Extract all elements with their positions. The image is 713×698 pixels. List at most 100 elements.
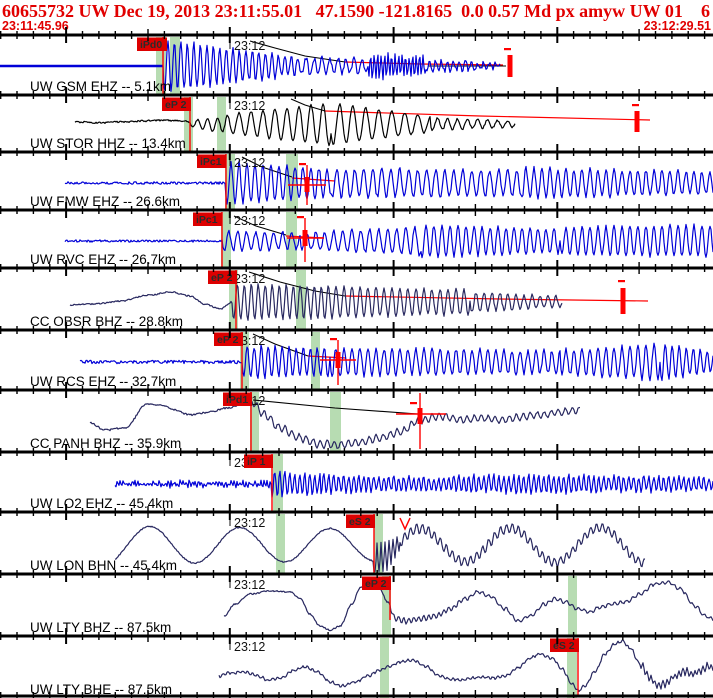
pick-window-band bbox=[170, 37, 180, 95]
coda-end-bar[interactable] bbox=[620, 288, 626, 314]
window-end-time: 23:12:29.51 bbox=[643, 19, 711, 33]
station-label: CC OBSR BHZ -- 28.8km bbox=[30, 314, 183, 329]
pick-window-band bbox=[330, 392, 341, 452]
minute-label: 23:12 bbox=[234, 578, 265, 592]
s-marker-bar[interactable] bbox=[417, 408, 423, 424]
pick-flag[interactable] bbox=[214, 332, 243, 347]
coda-end-bar[interactable] bbox=[634, 111, 640, 132]
pick-window-band bbox=[276, 514, 285, 574]
pick-window-band bbox=[217, 97, 226, 152]
s-marker-bar[interactable] bbox=[335, 352, 341, 368]
pick-flag-label: iPd1 bbox=[226, 394, 248, 406]
coda-envelope-black bbox=[290, 98, 326, 112]
pick-window-band bbox=[225, 154, 235, 210]
trace-panel-gsm-ehz[interactable]: 23:12 iPd0 UW GSM EHZ -- 5.1km bbox=[0, 37, 513, 95]
minute-label: 23:12 bbox=[234, 39, 265, 53]
station-label: UW RVC EHZ -- 26.7km bbox=[30, 252, 176, 267]
station-label: CC PANH BHZ -- 35.9km bbox=[30, 436, 181, 451]
seismogram-waveform[interactable] bbox=[64, 223, 713, 259]
pick-flag[interactable] bbox=[193, 212, 222, 227]
pick-flag[interactable] bbox=[346, 514, 375, 529]
s-marker-bar[interactable] bbox=[302, 230, 308, 246]
panel-border bbox=[0, 260, 713, 276]
minute-label: 23:12 bbox=[234, 272, 265, 286]
pick-window-band bbox=[240, 332, 249, 390]
station-label: UW RCS EHZ -- 32.7km bbox=[30, 374, 176, 389]
pick-flag-label: eS 2 bbox=[553, 640, 575, 652]
pick-flag[interactable] bbox=[244, 454, 273, 469]
panel-border bbox=[0, 27, 713, 43]
border-line bbox=[0, 634, 713, 638]
coda-envelope-red bbox=[291, 177, 336, 182]
s-marker-dash bbox=[330, 338, 337, 341]
pick-window-band bbox=[568, 576, 577, 636]
pick-flag[interactable] bbox=[137, 37, 167, 52]
station-label: UW FMW EHZ -- 26.6km bbox=[30, 194, 180, 209]
pick-window-band bbox=[286, 154, 298, 210]
trace-panel-stor-hhz[interactable]: 23:12 eP 2 UW STOR HHZ -- 13.4km bbox=[30, 97, 651, 152]
minute-label: 23:12 bbox=[234, 640, 265, 654]
event-summary: 60655732 UW Dec 19, 2013 23:11:55.01 47.… bbox=[2, 1, 683, 21]
border-line bbox=[0, 572, 713, 576]
trace-panel-lon-bhn[interactable]: 23:12 eS 2 UW LON BHN -- 45.4km bbox=[30, 514, 646, 574]
trace-panel-lty-bhz[interactable]: 23:12 eP 2 UW LTY BHZ -- 87.5km bbox=[30, 576, 713, 636]
pick-window-band bbox=[286, 212, 297, 268]
seismogram-waveform[interactable] bbox=[89, 401, 581, 450]
seismogram-waveform[interactable] bbox=[223, 580, 713, 632]
window-start-time: 23:11:45.96 bbox=[2, 19, 69, 33]
pick-flag[interactable] bbox=[197, 154, 226, 169]
pick-window-band bbox=[382, 576, 391, 636]
trace-panel-fmw-ehz[interactable]: 23:12 iPc1 UW FMW EHZ -- 26.6km bbox=[30, 154, 713, 210]
pick-flag[interactable] bbox=[362, 576, 391, 591]
coda-end-bar[interactable] bbox=[507, 55, 513, 77]
station-label: UW LO2 EHZ -- 45.4km bbox=[30, 496, 173, 511]
coda-envelope-red bbox=[344, 295, 649, 302]
pick-window-band bbox=[273, 454, 283, 512]
minute-label: 23:12 bbox=[234, 214, 265, 228]
panel-border bbox=[0, 628, 713, 644]
panel-border bbox=[0, 144, 713, 160]
pick-flag-label: iPc1 bbox=[196, 214, 218, 226]
seismogram-waveform[interactable] bbox=[64, 160, 713, 205]
pick-flag-label: eS 2 bbox=[349, 516, 371, 528]
pick-window-band bbox=[250, 392, 259, 452]
station-label: UW LON BHN -- 45.4km bbox=[30, 558, 177, 573]
coda-end-dash bbox=[618, 280, 625, 283]
coda-end-dash bbox=[632, 104, 639, 107]
minute-label: 23:12 bbox=[234, 516, 265, 530]
border-line bbox=[0, 388, 713, 392]
seismogram-waveform[interactable] bbox=[69, 283, 563, 321]
trace-panel-lty-bhe[interactable]: 23:12 eS 2UW LTY BHE -- 87.5km bbox=[30, 638, 713, 698]
pick-window-band bbox=[184, 97, 193, 152]
seismogram-waveform[interactable] bbox=[114, 523, 646, 573]
panel-border bbox=[0, 87, 713, 103]
coda-envelope-black bbox=[249, 40, 346, 63]
s-marker-bar[interactable] bbox=[304, 177, 310, 192]
seismogram-waveform[interactable] bbox=[114, 470, 713, 498]
pick-window-band bbox=[229, 270, 238, 330]
border-line bbox=[0, 328, 713, 332]
v-pick-marker[interactable] bbox=[399, 517, 411, 531]
border-line bbox=[0, 33, 713, 37]
pick-window-band bbox=[380, 638, 389, 698]
coda-end-dash bbox=[504, 48, 511, 51]
station-label: UW GSM EHZ -- 5.1km bbox=[30, 79, 171, 94]
station-label: UW LTY BHZ -- 87.5km bbox=[30, 620, 171, 635]
trace-panel-panh-bhz[interactable]: 23:12iPd1CC PANH BHZ -- 35.9km bbox=[30, 392, 581, 452]
seismogram-waveform[interactable] bbox=[162, 40, 501, 92]
panel-border bbox=[0, 382, 713, 398]
seismogram-waveform[interactable] bbox=[79, 342, 713, 382]
pick-flag[interactable] bbox=[162, 97, 191, 112]
pick-window-band bbox=[374, 514, 383, 574]
seismogram-waveform[interactable] bbox=[74, 103, 516, 147]
trace-panel-rvc-ehz[interactable]: 23:12 iPc1 UW RVC EHZ -- 26.7km bbox=[30, 212, 713, 268]
pick-window-band bbox=[296, 270, 306, 330]
seismogram-waveform[interactable] bbox=[218, 639, 713, 693]
coda-envelope-red bbox=[324, 110, 651, 121]
event-header-right-digit: 6 bbox=[701, 1, 710, 21]
